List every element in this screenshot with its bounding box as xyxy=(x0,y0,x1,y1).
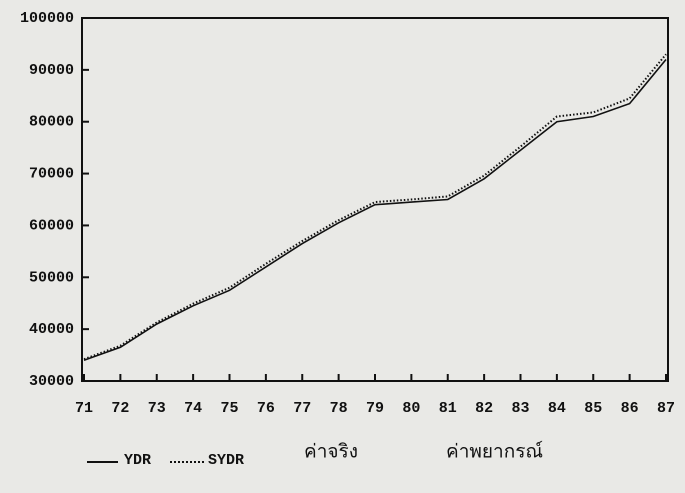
x-tick-label: 73 xyxy=(148,400,166,417)
y-tick-label: 70000 xyxy=(29,166,74,183)
y-tick-label: 90000 xyxy=(29,62,74,79)
x-tick-label: 75 xyxy=(220,400,238,417)
annotation: ค่าพยากรณ์ xyxy=(446,441,543,463)
legend-label: SYDR xyxy=(208,452,244,469)
x-tick-label: 80 xyxy=(402,400,420,417)
x-tick-label: 72 xyxy=(111,400,129,417)
x-tick-label: 71 xyxy=(75,400,93,417)
y-tick-label: 100000 xyxy=(20,10,74,27)
y-tick-label: 50000 xyxy=(29,269,74,286)
y-tick-label: 60000 xyxy=(29,217,74,234)
x-tick-label: 83 xyxy=(511,400,529,417)
x-tick-label: 76 xyxy=(257,400,275,417)
x-tick-label: 84 xyxy=(548,400,566,417)
x-tick-label: 86 xyxy=(621,400,639,417)
y-tick-label: 40000 xyxy=(29,321,74,338)
series-line xyxy=(83,53,667,361)
y-tick-label: 80000 xyxy=(29,114,74,131)
annotation: ค่าจริง xyxy=(304,441,358,463)
x-tick-label: 85 xyxy=(584,400,602,417)
x-tick-label: 78 xyxy=(330,400,348,417)
x-tick-label: 81 xyxy=(439,400,457,417)
y-tick-label: 30000 xyxy=(29,373,74,390)
x-tick-label: 74 xyxy=(184,400,202,417)
x-tick-label: 79 xyxy=(366,400,384,417)
legend-label: YDR xyxy=(124,452,151,469)
plot-frame xyxy=(81,17,669,382)
x-tick-label: 87 xyxy=(657,400,675,417)
series-line xyxy=(83,58,667,362)
x-tick-label: 82 xyxy=(475,400,493,417)
x-tick-label: 77 xyxy=(293,400,311,417)
